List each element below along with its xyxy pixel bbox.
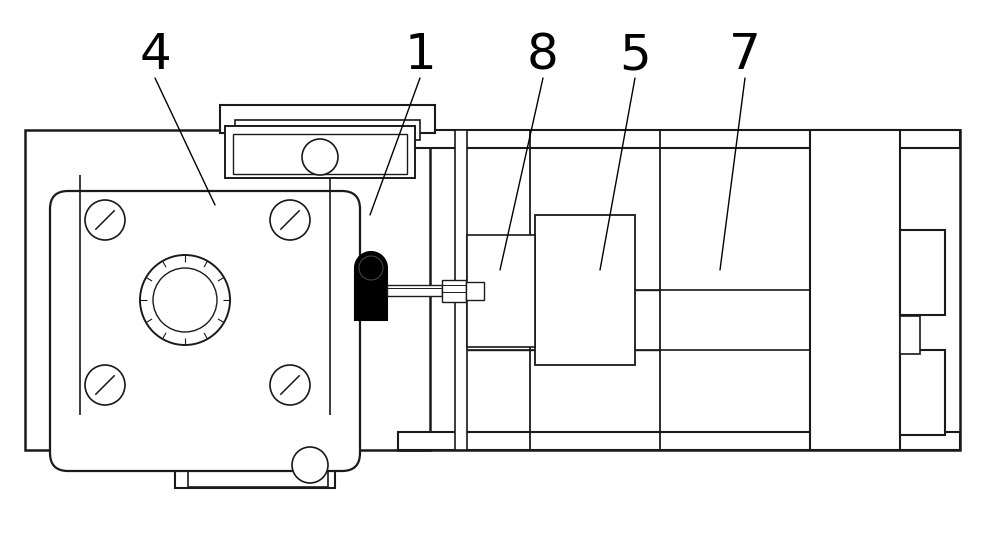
Bar <box>442 280 466 302</box>
Circle shape <box>140 255 230 345</box>
Bar <box>233 134 407 174</box>
Circle shape <box>302 139 338 175</box>
Text: 5: 5 <box>619 31 651 79</box>
Bar <box>175 452 335 488</box>
Circle shape <box>153 268 217 332</box>
Bar <box>387 285 442 296</box>
FancyBboxPatch shape <box>50 191 360 471</box>
Bar <box>455 130 467 450</box>
Text: 8: 8 <box>527 31 559 79</box>
Bar <box>25 130 430 450</box>
Bar <box>398 432 960 450</box>
Text: 7: 7 <box>729 31 761 79</box>
Circle shape <box>270 365 310 405</box>
Bar <box>225 126 415 178</box>
Bar <box>900 230 945 315</box>
Text: 4: 4 <box>139 31 171 79</box>
Bar <box>535 215 635 365</box>
Bar <box>235 120 420 140</box>
Circle shape <box>270 200 310 240</box>
Circle shape <box>292 447 328 483</box>
Bar <box>900 350 945 435</box>
Circle shape <box>359 256 383 280</box>
Bar <box>810 130 900 450</box>
Bar <box>398 130 960 450</box>
Circle shape <box>85 200 125 240</box>
Circle shape <box>355 252 387 284</box>
Bar <box>900 316 920 354</box>
Bar <box>466 282 484 300</box>
Bar <box>188 462 328 487</box>
Bar <box>220 105 435 133</box>
Text: 1: 1 <box>404 31 436 79</box>
Bar <box>467 235 535 347</box>
Circle shape <box>85 365 125 405</box>
Bar <box>398 130 960 148</box>
Bar <box>355 270 387 320</box>
